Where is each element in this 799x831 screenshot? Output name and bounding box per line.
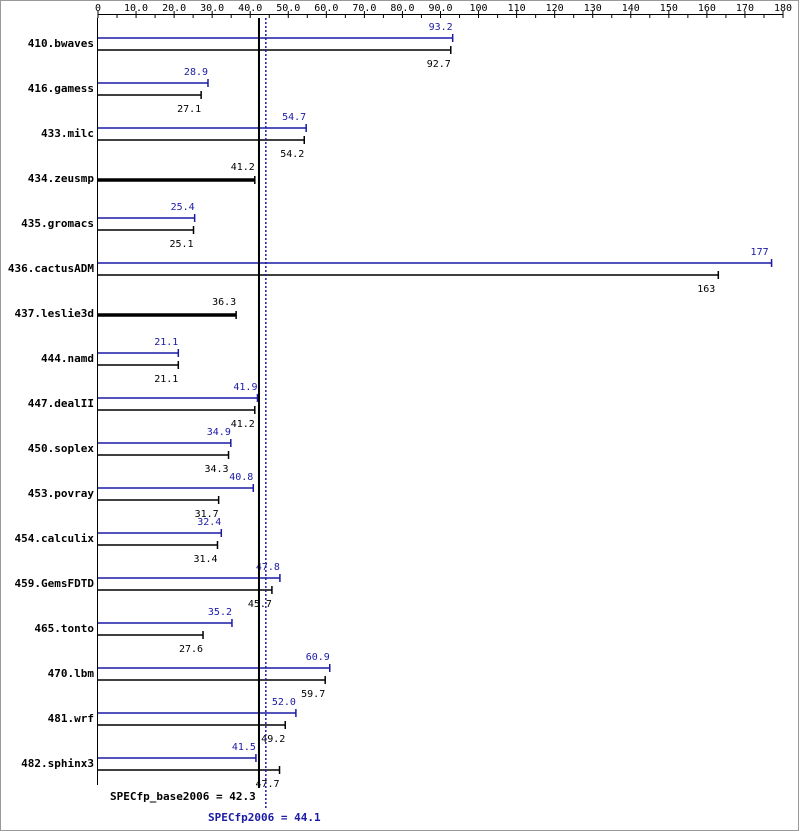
base-summary-label: SPECfp_base2006 = 42.3 — [110, 790, 256, 803]
benchmark-label: 416.gamess — [28, 82, 94, 95]
benchmark-label: 482.sphinx3 — [21, 757, 94, 770]
base-value-label: 21.1 — [154, 374, 178, 385]
base-value-label: 59.7 — [301, 689, 325, 700]
x-tick-label: 10.0 — [124, 3, 148, 14]
benchmark-label: 459.GemsFDTD — [15, 577, 95, 590]
x-tick-label: 90.0 — [428, 3, 452, 14]
x-tick-label: 20.0 — [162, 3, 186, 14]
peak-value-label: 47.8 — [256, 562, 280, 573]
x-tick-label: 110 — [508, 3, 526, 14]
peak-value-label: 93.2 — [429, 22, 453, 33]
benchmark-label: 444.namd — [41, 352, 94, 365]
base-value-label: 163 — [697, 284, 715, 295]
peak-value-label: 52.0 — [272, 697, 296, 708]
x-tick-label: 120 — [546, 3, 564, 14]
peak-value-label: 21.1 — [154, 337, 178, 348]
benchmark-label: 436.cactusADM — [8, 262, 94, 275]
x-tick-label: 170 — [736, 3, 754, 14]
base-value-label: 31.7 — [195, 509, 219, 520]
base-value-label: 47.7 — [255, 779, 279, 790]
x-tick-label: 180 — [774, 3, 792, 14]
benchmark-label: 433.milc — [41, 127, 94, 140]
x-tick-label: 100 — [470, 3, 488, 14]
base-value-label: 36.3 — [212, 297, 236, 308]
peak-value-label: 60.9 — [306, 652, 330, 663]
x-tick-label: 60.0 — [314, 3, 338, 14]
base-value-label: 25.1 — [169, 239, 193, 250]
base-value-label: 92.7 — [427, 59, 451, 70]
x-tick-label: 160 — [698, 3, 716, 14]
peak-value-label: 25.4 — [171, 202, 195, 213]
benchmark-label: 481.wrf — [48, 712, 94, 725]
peak-value-label: 54.7 — [282, 112, 306, 123]
base-value-label: 41.2 — [231, 419, 255, 430]
benchmark-label: 447.dealII — [28, 397, 94, 410]
peak-value-label: 41.5 — [232, 742, 256, 753]
benchmark-label: 450.soplex — [28, 442, 95, 455]
peak-value-label: 41.9 — [233, 382, 257, 393]
peak-value-label: 34.9 — [207, 427, 231, 438]
benchmark-label: 434.zeusmp — [28, 172, 95, 185]
benchmark-label: 470.lbm — [48, 667, 95, 680]
peak-summary-label: SPECfp2006 = 44.1 — [208, 811, 321, 824]
benchmark-label: 453.povray — [28, 487, 95, 500]
base-value-label: 31.4 — [193, 554, 217, 565]
base-value-label: 41.2 — [231, 162, 255, 173]
x-tick-label: 140 — [622, 3, 640, 14]
peak-value-label: 32.4 — [197, 517, 221, 528]
x-tick-label: 0 — [95, 3, 101, 14]
base-value-label: 49.2 — [261, 734, 285, 745]
benchmark-label: 465.tonto — [34, 622, 94, 635]
benchmark-label: 410.bwaves — [28, 37, 94, 50]
base-value-label: 54.2 — [280, 149, 304, 160]
base-value-label: 27.1 — [177, 104, 201, 115]
benchmark-label: 435.gromacs — [21, 217, 94, 230]
x-tick-label: 150 — [660, 3, 678, 14]
base-value-label: 34.3 — [204, 464, 228, 475]
peak-value-label: 35.2 — [208, 607, 232, 618]
base-value-label: 27.6 — [179, 644, 203, 655]
x-tick-label: 50.0 — [276, 3, 300, 14]
x-tick-label: 70.0 — [352, 3, 376, 14]
x-tick-label: 40.0 — [238, 3, 262, 14]
peak-value-label: 177 — [751, 247, 769, 258]
x-tick-label: 30.0 — [200, 3, 224, 14]
peak-value-label: 28.9 — [184, 67, 208, 78]
benchmark-label: 454.calculix — [15, 532, 95, 545]
x-tick-label: 80.0 — [390, 3, 414, 14]
x-tick-label: 130 — [584, 3, 602, 14]
peak-value-label: 40.8 — [229, 472, 253, 483]
benchmark-label: 437.leslie3d — [15, 307, 94, 320]
